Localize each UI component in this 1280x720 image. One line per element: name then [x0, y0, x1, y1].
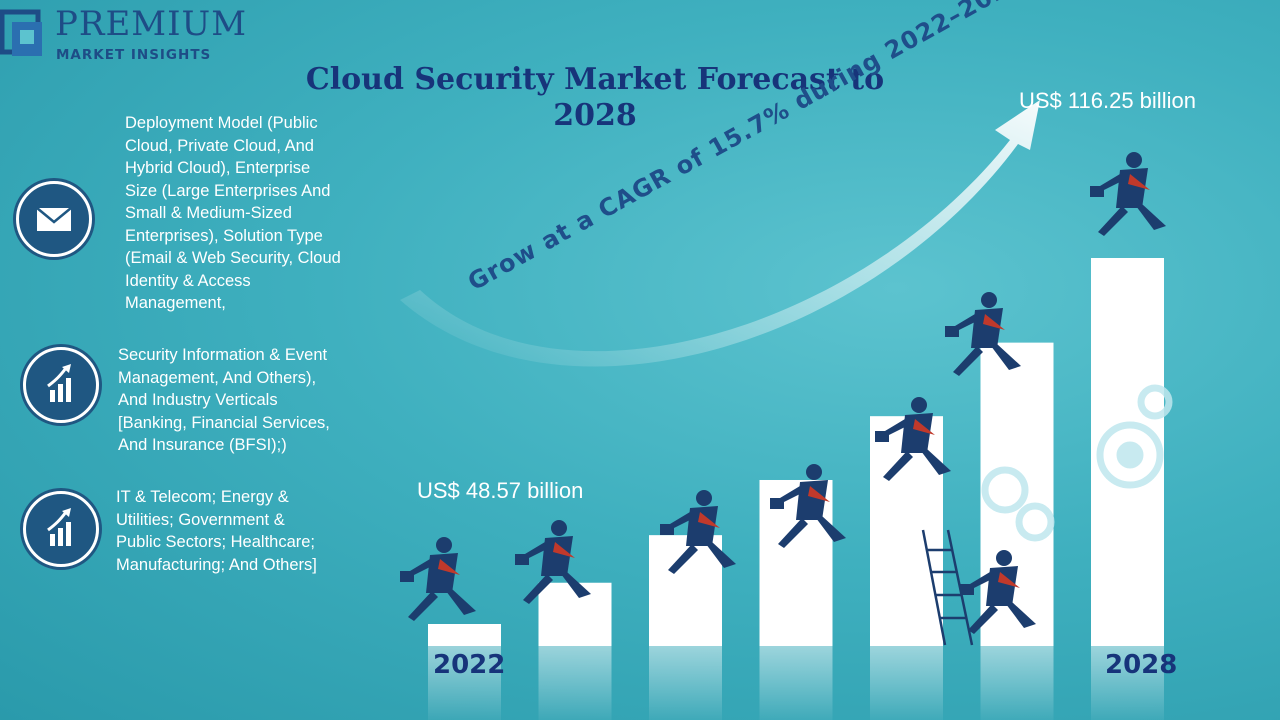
- bar-1: [428, 624, 501, 646]
- bar-reflection-6: [980, 646, 1054, 720]
- businessman-figure-4: [770, 464, 846, 548]
- bar-reflection-7: [1091, 646, 1164, 720]
- bar-reflection-2: [538, 646, 612, 720]
- logo-mark-icon: [0, 9, 42, 56]
- businessman-figure-3: [660, 490, 736, 574]
- businessman-figure-8: [960, 550, 1036, 634]
- brand-name: PREMIUM: [55, 4, 248, 44]
- x-tick-label-end: 2028: [1105, 650, 1178, 680]
- segment-text-1: Deployment Model (Public Cloud, Private …: [125, 114, 341, 312]
- page-title: Cloud Security Market Forecast to 2028: [305, 62, 885, 133]
- businessman-figure-1: [400, 537, 476, 621]
- growth-chart-icon: [23, 347, 99, 423]
- bar-reflection-5: [870, 646, 943, 720]
- end-value-label: US$ 116.25 billion: [1019, 88, 1196, 113]
- businessman-figure-7: [1090, 152, 1166, 236]
- segment-text-3: IT & Telecom; Energy & Utilities; Govern…: [116, 488, 317, 574]
- bar-reflection-4: [759, 646, 833, 720]
- business-figures: [400, 152, 1166, 634]
- bar-2: [538, 582, 612, 646]
- segment-text-2: Security Information & Event Management,…: [118, 346, 330, 454]
- x-tick-label-start: 2022: [433, 650, 506, 680]
- growth-chart-icon: [23, 491, 99, 567]
- gears-icon: [981, 384, 1173, 542]
- envelope-icon: [16, 181, 92, 257]
- start-value-label: US$ 48.57 billion: [417, 478, 584, 503]
- brand-tagline: MARKET INSIGHTS: [56, 47, 212, 63]
- bar-reflection-3: [649, 646, 722, 720]
- businessman-figure-6: [945, 292, 1021, 376]
- businessman-figure-2: [515, 520, 591, 604]
- growth-arrow-icon: [400, 100, 1040, 367]
- businessman-figure-5: [875, 397, 951, 481]
- brand-logo: PREMIUM MARKET INSIGHTS: [0, 0, 246, 70]
- bar-reflection-1: [428, 646, 501, 720]
